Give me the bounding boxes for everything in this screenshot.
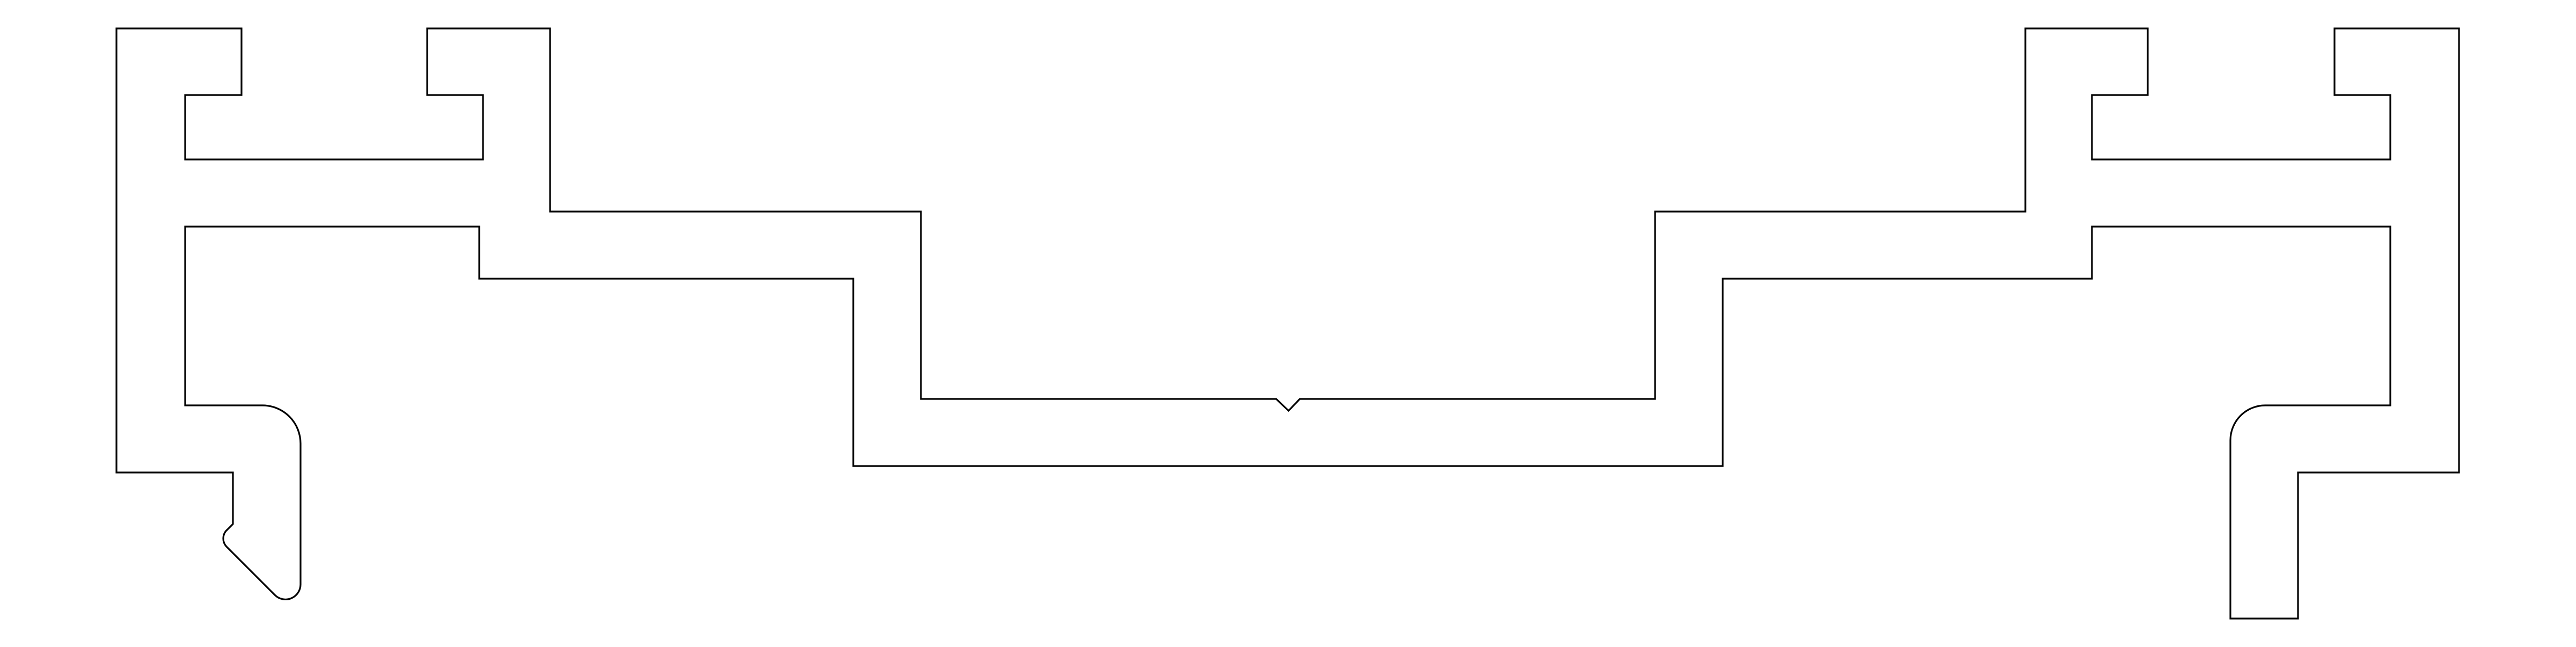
extrusion-profile-outline [115,27,2460,620]
